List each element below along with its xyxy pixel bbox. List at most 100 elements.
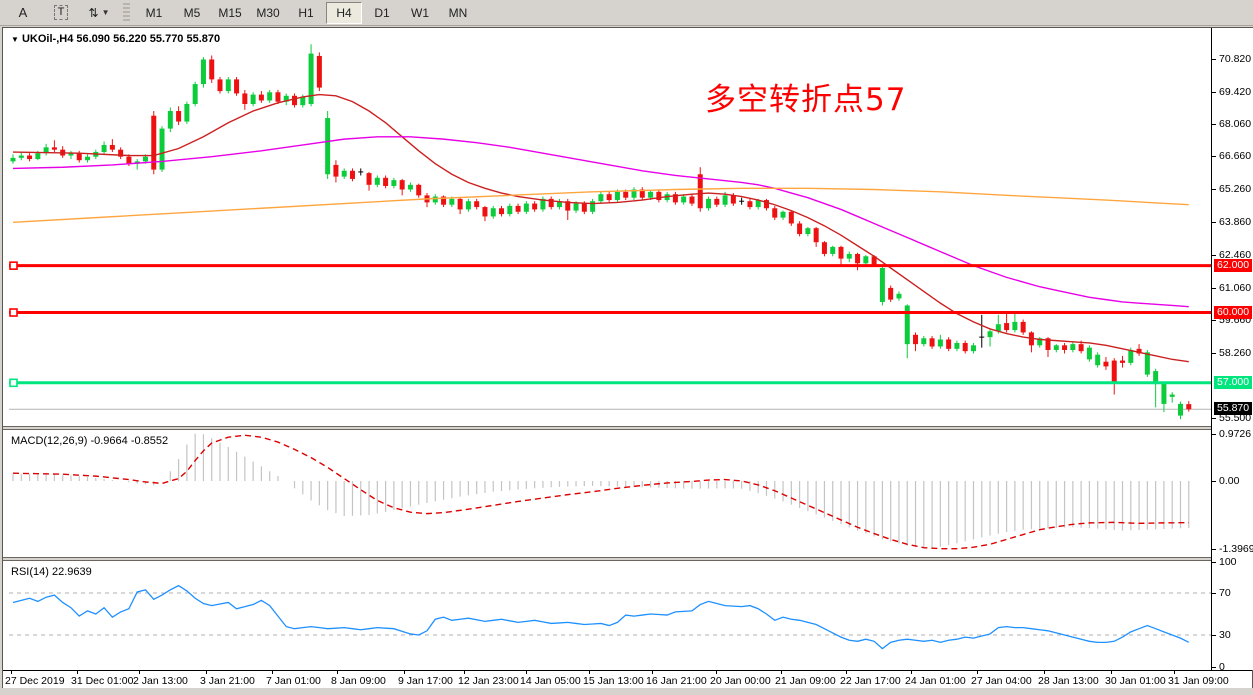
candle-body [656, 191, 662, 201]
rsi-label: 70 [1219, 587, 1231, 599]
rsi-line [12, 584, 1190, 650]
rsi-label: 30 [1219, 629, 1231, 641]
candle-body [1144, 352, 1150, 375]
timeframe-button-h4[interactable]: H4 [326, 1, 362, 24]
candle-body [962, 342, 968, 352]
level-line-handle[interactable] [9, 261, 18, 270]
candle-body [532, 203, 538, 210]
timeframe-button-w1[interactable]: W1 [411, 5, 429, 20]
text-label-icon: A [18, 5, 28, 20]
rsi-label: 100 [1219, 556, 1237, 568]
candle-body [1161, 383, 1167, 404]
candle-body [548, 198, 554, 208]
candle-body [813, 228, 819, 243]
time-label: 15 Jan 13:00 [583, 675, 644, 687]
ma-line-slow_orange [12, 187, 1189, 224]
symbol-ohlc-text: UKOil-,H4 56.090 56.220 55.770 55.870 [21, 33, 221, 45]
price-tick [1212, 92, 1216, 93]
candle-body [565, 201, 571, 211]
candle-body [639, 189, 645, 198]
time-label: 27 Dec 2019 [5, 675, 65, 687]
macd-label: -1.3969 [1219, 543, 1253, 555]
price-label: 68.060 [1219, 118, 1252, 130]
candle-body [896, 293, 902, 299]
time-label: 7 Jan 01:00 [266, 675, 321, 687]
price-label: 61.060 [1219, 282, 1252, 294]
candle-body [474, 201, 480, 208]
candle-body [27, 155, 33, 160]
rsi-tick [1212, 667, 1216, 668]
panel-splitter-1[interactable] [3, 426, 1252, 430]
text-label-tool-button[interactable]: A [5, 2, 41, 24]
candle-body [407, 184, 413, 190]
price-badge-62.000: 62.000 [1214, 259, 1253, 272]
candle-body [573, 203, 579, 211]
timeframe-button-m5[interactable]: M5 [183, 5, 201, 20]
candle-body [1095, 354, 1101, 366]
candle-body [35, 153, 41, 160]
time-tick [1174, 671, 1175, 674]
timeframe-button-m30[interactable]: M30 [256, 5, 280, 20]
level-line-handle[interactable] [9, 308, 18, 317]
candle-body [482, 207, 488, 217]
candle-body [540, 198, 546, 210]
candle-body [1012, 321, 1018, 331]
candle-body [258, 94, 264, 101]
text-box-tool-button[interactable]: T [43, 2, 79, 24]
annotation-text[interactable]: 多空转折点57 [705, 82, 907, 118]
main-chart-panel[interactable] [9, 28, 1211, 426]
symbol-dropdown-icon[interactable]: ▼ [11, 35, 19, 44]
price-label: 55.500 [1219, 412, 1252, 424]
candle-body [888, 287, 894, 300]
time-tick [1111, 671, 1112, 674]
timeframe-button-d1[interactable]: D1 [374, 5, 390, 20]
timeframe-button-m15[interactable]: M15 [218, 5, 242, 20]
candle-body [118, 149, 124, 157]
timeframe-button-m1[interactable]: M1 [145, 5, 163, 20]
chevron-down-icon: ▼ [101, 8, 110, 17]
candle-body [242, 93, 248, 104]
candle-body [325, 118, 331, 175]
candle-body [846, 253, 852, 259]
rsi-panel[interactable] [9, 561, 1211, 670]
time-tick [716, 671, 717, 674]
candle-body [457, 198, 463, 210]
candle-body [1004, 323, 1010, 331]
candle-body [523, 203, 529, 212]
price-label: 70.820 [1219, 53, 1252, 65]
timeframe-button-mn[interactable]: MN [448, 5, 468, 20]
arrows-tool-button[interactable]: ⇅ ▼ [81, 2, 117, 24]
time-label: 20 Jan 00:00 [710, 675, 771, 687]
candle-body [76, 153, 82, 161]
candle-body [200, 59, 206, 85]
macd-label: 0.9726 [1219, 428, 1252, 440]
candle-body [507, 205, 513, 215]
time-label: 27 Jan 04:00 [971, 675, 1032, 687]
panel-splitter-2[interactable] [3, 557, 1252, 561]
time-label: 12 Jan 23:00 [458, 675, 519, 687]
level-line-handle[interactable] [9, 378, 18, 388]
price-tick [1212, 222, 1216, 223]
price-axis[interactable]: 70.820 69.420 68.060 66.660 65.260 63.860 62.4… [1211, 28, 1253, 673]
candle-body [946, 339, 952, 349]
time-tick [977, 671, 978, 674]
price-badge-60.000: 60.000 [1214, 306, 1253, 319]
time-tick [464, 671, 465, 674]
time-label: 3 Jan 21:00 [200, 675, 255, 687]
toolbar-grip[interactable] [123, 2, 130, 23]
time-tick [139, 671, 140, 674]
window-bottom-edge [0, 688, 1253, 695]
timeframe-button-h1[interactable]: H1 [298, 5, 314, 20]
text-box-icon: T [53, 5, 69, 20]
macd-panel[interactable] [9, 430, 1211, 557]
price-tick [1212, 59, 1216, 60]
candle-body [234, 79, 240, 94]
candle-body [797, 223, 803, 235]
price-label: 65.260 [1219, 183, 1252, 195]
time-axis[interactable]: 27 Dec 2019 31 Dec 01:00 2 Jan 13:00 3 Jan … [3, 670, 1252, 689]
candle-body [151, 115, 157, 170]
candle-body [1053, 345, 1059, 351]
ma-line-fast_red [12, 93, 1189, 363]
candle-body [283, 95, 289, 102]
time-tick [781, 671, 782, 674]
